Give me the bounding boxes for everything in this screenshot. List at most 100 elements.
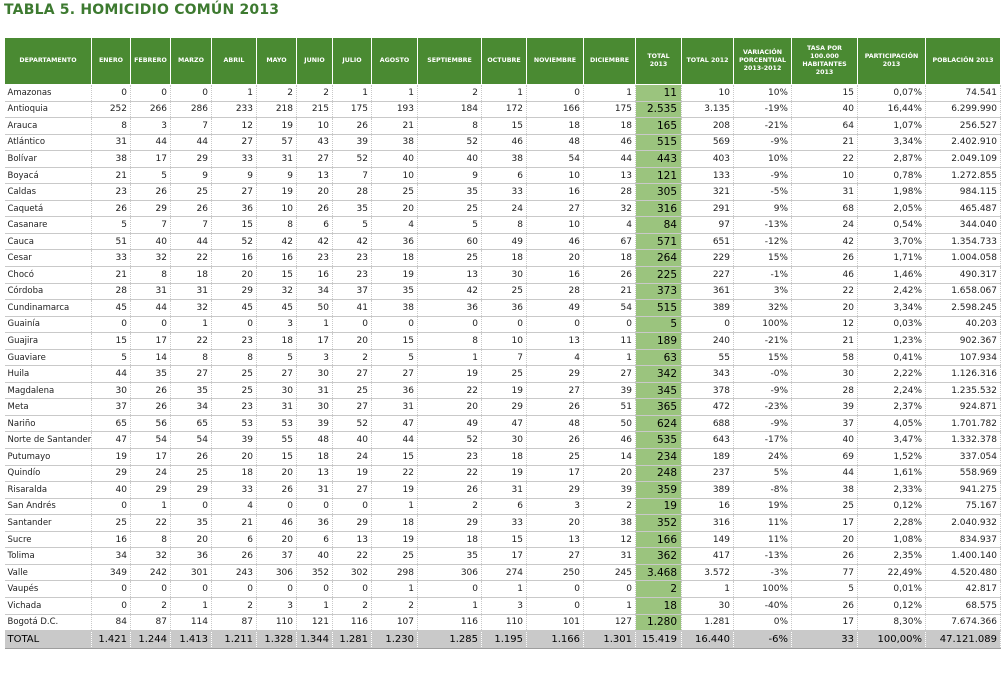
table-cell: 18	[296, 448, 333, 466]
table-cell: 208	[681, 117, 734, 135]
department-cell: Sucre	[4, 531, 92, 549]
table-cell: 30	[681, 597, 734, 615]
table-cell: 31	[583, 547, 636, 565]
table-cell: 1.413	[170, 630, 212, 650]
table-cell: 56	[130, 415, 171, 433]
table-cell: 651	[681, 233, 734, 251]
table-cell: 301	[170, 564, 212, 582]
table-row: Boyacá 21 5 9 9 9 13 7 10 9 6 10 13 121 133 -9% 10 0,78% 1…	[4, 167, 1001, 185]
table-cell: 245	[583, 564, 636, 582]
table-row: Cesar 33 32 22 16 16 23 23 18 25 18 20 18 264 229 15% 26…	[4, 249, 1001, 268]
table-cell: 490.317	[925, 266, 1001, 284]
table-cell: 0	[481, 316, 527, 334]
table-cell: 16.440	[681, 630, 734, 650]
table-cell: 26	[526, 431, 584, 450]
table-cell: 1.281	[681, 614, 734, 632]
table-cell: 3,34%	[857, 299, 926, 317]
table-cell: 22	[791, 150, 858, 168]
table-cell: 15	[371, 448, 418, 466]
table-cell: 27	[332, 398, 372, 416]
table-cell: 8	[91, 117, 131, 135]
table-cell: 8	[256, 216, 297, 234]
table-cell: 44	[371, 431, 418, 450]
table-cell: 1.195	[481, 630, 527, 650]
homicide-table: DEPARTAMENTO ENERO FEBRERO MARZO ABRIL MAYO JU…	[4, 37, 1001, 650]
table-cell: 36	[296, 514, 333, 532]
table-cell: 6	[481, 167, 527, 185]
table-cell: 266	[130, 101, 171, 119]
table-cell: 114	[170, 614, 212, 632]
table-cell: 4	[211, 498, 257, 516]
table-row: Amazonas 0 0 0 1 2 2 1 1 2 1 0 1 11 10 10% 15 0,07% 74.541	[4, 84, 1001, 102]
table-cell: 35	[332, 200, 372, 218]
table-cell: 20	[526, 249, 584, 268]
table-cell: 110	[256, 614, 297, 632]
table-cell: 23	[211, 332, 257, 350]
table-cell: 0	[332, 316, 372, 334]
table-cell: 240	[681, 332, 734, 350]
table-cell: 20	[256, 531, 297, 549]
table-row: Guainía 0 0 1 0 3 1 0 0 0 0 0 0 5 0 100% 12 0,03% 40.203	[4, 316, 1001, 334]
table-cell: 26	[256, 481, 297, 499]
table-cell: 19	[481, 382, 527, 400]
table-cell: 1.354.733	[925, 233, 1001, 251]
table-cell: 28	[583, 183, 636, 201]
table-cell: 175	[583, 101, 636, 119]
table-cell: 27	[332, 481, 372, 499]
table-cell: 45	[91, 299, 131, 317]
table-cell: 36	[417, 299, 482, 317]
table-cell: 67	[583, 233, 636, 251]
table-cell: 1,61%	[857, 465, 926, 483]
table-cell: 189	[681, 448, 734, 466]
table-cell: 44	[791, 465, 858, 483]
table-cell: 0	[583, 316, 636, 334]
table-cell: 25	[481, 283, 527, 301]
table-cell: 31	[371, 398, 418, 416]
table-cell: 291	[681, 200, 734, 218]
table-cell: 1.126.316	[925, 365, 1001, 383]
department-cell: Chocó	[4, 266, 92, 284]
table-cell: 15%	[733, 249, 792, 268]
table-cell: 23	[332, 249, 372, 268]
table-cell: 3	[256, 316, 297, 334]
table-cell: 1	[583, 349, 636, 367]
table-cell: 2,35%	[857, 547, 926, 565]
table-cell: 29	[130, 481, 171, 499]
table-cell: 32	[256, 283, 297, 301]
table-cell: 23	[417, 448, 482, 466]
table-cell: 5	[130, 167, 171, 185]
table-cell: 17	[791, 514, 858, 532]
table-cell: 29	[526, 481, 584, 499]
table-cell: 17	[130, 332, 171, 350]
table-cell: 1	[170, 316, 212, 334]
column-header: MAYO	[256, 37, 297, 85]
table-cell: 3,70%	[857, 233, 926, 251]
table-cell: 26	[296, 200, 333, 218]
table-cell: 38	[371, 299, 418, 317]
table-cell: 4,05%	[857, 415, 926, 433]
table-cell: 229	[681, 249, 734, 268]
table-cell: 45	[211, 299, 257, 317]
table-cell: 344.040	[925, 216, 1001, 234]
table-cell: 30	[791, 365, 858, 383]
table-row: Vaupés 0 0 0 0 0 0 0 1 0 1 0 0 2 1 100% 5 0,01% 42.817	[4, 580, 1001, 598]
table-cell: 54	[526, 150, 584, 168]
table-cell: 11	[635, 84, 682, 102]
table-cell: 39	[583, 481, 636, 499]
table-cell: 924.871	[925, 398, 1001, 416]
table-cell: 27	[211, 134, 257, 152]
table-cell: 45	[256, 299, 297, 317]
table-cell: 316	[681, 514, 734, 532]
table-cell: -3%	[733, 564, 792, 582]
table-cell: 10	[296, 117, 333, 135]
table-cell: 1	[130, 498, 171, 516]
table-cell: 47.121.089	[925, 630, 1001, 650]
column-header: OCTUBRE	[481, 37, 527, 85]
table-cell: 1	[211, 84, 257, 102]
table-cell: 5%	[733, 465, 792, 483]
table-cell: 16,44%	[857, 101, 926, 119]
table-cell: 34	[170, 398, 212, 416]
table-cell: 264	[635, 249, 682, 268]
total-row: TOTAL 1.421 1.244 1.413 1.211 1.328 1.344 1.281…	[4, 630, 1001, 650]
table-cell: 5	[91, 216, 131, 234]
